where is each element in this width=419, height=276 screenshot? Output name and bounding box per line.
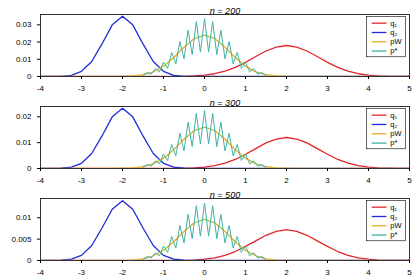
svg-text:0.01: 0.01 <box>16 138 32 147</box>
svg-text:n = 300: n = 300 <box>210 98 240 108</box>
svg-text:p*: p* <box>390 230 397 239</box>
svg-text:1: 1 <box>243 268 248 276</box>
svg-text:4: 4 <box>366 268 371 276</box>
svg-text:0: 0 <box>27 256 32 265</box>
svg-text:2: 2 <box>284 84 289 92</box>
svg-text:0.005: 0.005 <box>11 235 32 244</box>
svg-text:pW: pW <box>390 37 402 46</box>
svg-text:pW: pW <box>390 129 402 138</box>
svg-text:0.02: 0.02 <box>16 112 32 121</box>
svg-text:3: 3 <box>325 268 330 276</box>
svg-text:5: 5 <box>407 268 412 276</box>
svg-text:-4: -4 <box>37 84 45 92</box>
svg-text:-1: -1 <box>160 176 168 184</box>
svg-text:-2: -2 <box>119 268 127 276</box>
svg-text:5: 5 <box>407 84 412 92</box>
svg-text:2: 2 <box>284 176 289 184</box>
svg-text:0.01: 0.01 <box>16 55 32 64</box>
svg-text:2: 2 <box>284 268 289 276</box>
svg-text:5: 5 <box>407 176 412 184</box>
svg-text:n = 200: n = 200 <box>210 6 240 16</box>
svg-text:3: 3 <box>325 176 330 184</box>
svg-text:4: 4 <box>366 84 371 92</box>
svg-text:3: 3 <box>325 84 330 92</box>
svg-text:0.03: 0.03 <box>16 20 32 29</box>
svg-text:0.01: 0.01 <box>16 213 32 222</box>
svg-text:-2: -2 <box>119 176 127 184</box>
svg-text:0: 0 <box>202 176 207 184</box>
svg-text:1: 1 <box>243 84 248 92</box>
svg-text:0: 0 <box>202 268 207 276</box>
svg-text:pW: pW <box>390 221 402 230</box>
svg-text:p*: p* <box>390 46 397 55</box>
svg-text:q₁: q₁ <box>390 111 397 120</box>
svg-text:0.02: 0.02 <box>16 38 32 47</box>
svg-text:-4: -4 <box>37 268 45 276</box>
svg-text:-1: -1 <box>160 84 168 92</box>
svg-text:q₁: q₁ <box>390 203 397 212</box>
svg-text:-4: -4 <box>37 176 45 184</box>
svg-text:n = 500: n = 500 <box>210 190 240 200</box>
svg-text:q₂: q₂ <box>390 120 397 129</box>
svg-text:q₁: q₁ <box>390 19 397 28</box>
svg-text:0: 0 <box>27 164 32 173</box>
svg-text:0: 0 <box>27 72 32 81</box>
svg-text:-3: -3 <box>78 268 86 276</box>
svg-text:q₂: q₂ <box>390 212 397 221</box>
svg-text:-1: -1 <box>160 268 168 276</box>
svg-text:1: 1 <box>243 176 248 184</box>
svg-text:-3: -3 <box>78 176 86 184</box>
svg-text:-2: -2 <box>119 84 127 92</box>
svg-text:4: 4 <box>366 176 371 184</box>
svg-text:q₂: q₂ <box>390 28 397 37</box>
svg-text:0: 0 <box>202 84 207 92</box>
svg-text:-3: -3 <box>78 84 86 92</box>
svg-text:p*: p* <box>390 138 397 147</box>
